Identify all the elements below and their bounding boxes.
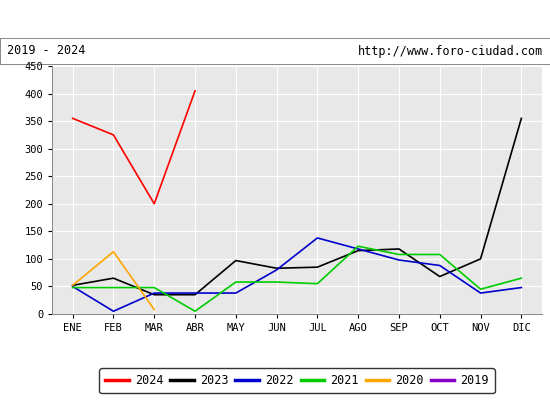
- Text: Evolucion Nº Turistas Nacionales en el municipio de Monterrubio: Evolucion Nº Turistas Nacionales en el m…: [11, 12, 539, 26]
- Text: 2019 - 2024: 2019 - 2024: [7, 44, 85, 58]
- Legend: 2024, 2023, 2022, 2021, 2020, 2019: 2024, 2023, 2022, 2021, 2020, 2019: [100, 368, 494, 393]
- Text: http://www.foro-ciudad.com: http://www.foro-ciudad.com: [358, 44, 543, 58]
